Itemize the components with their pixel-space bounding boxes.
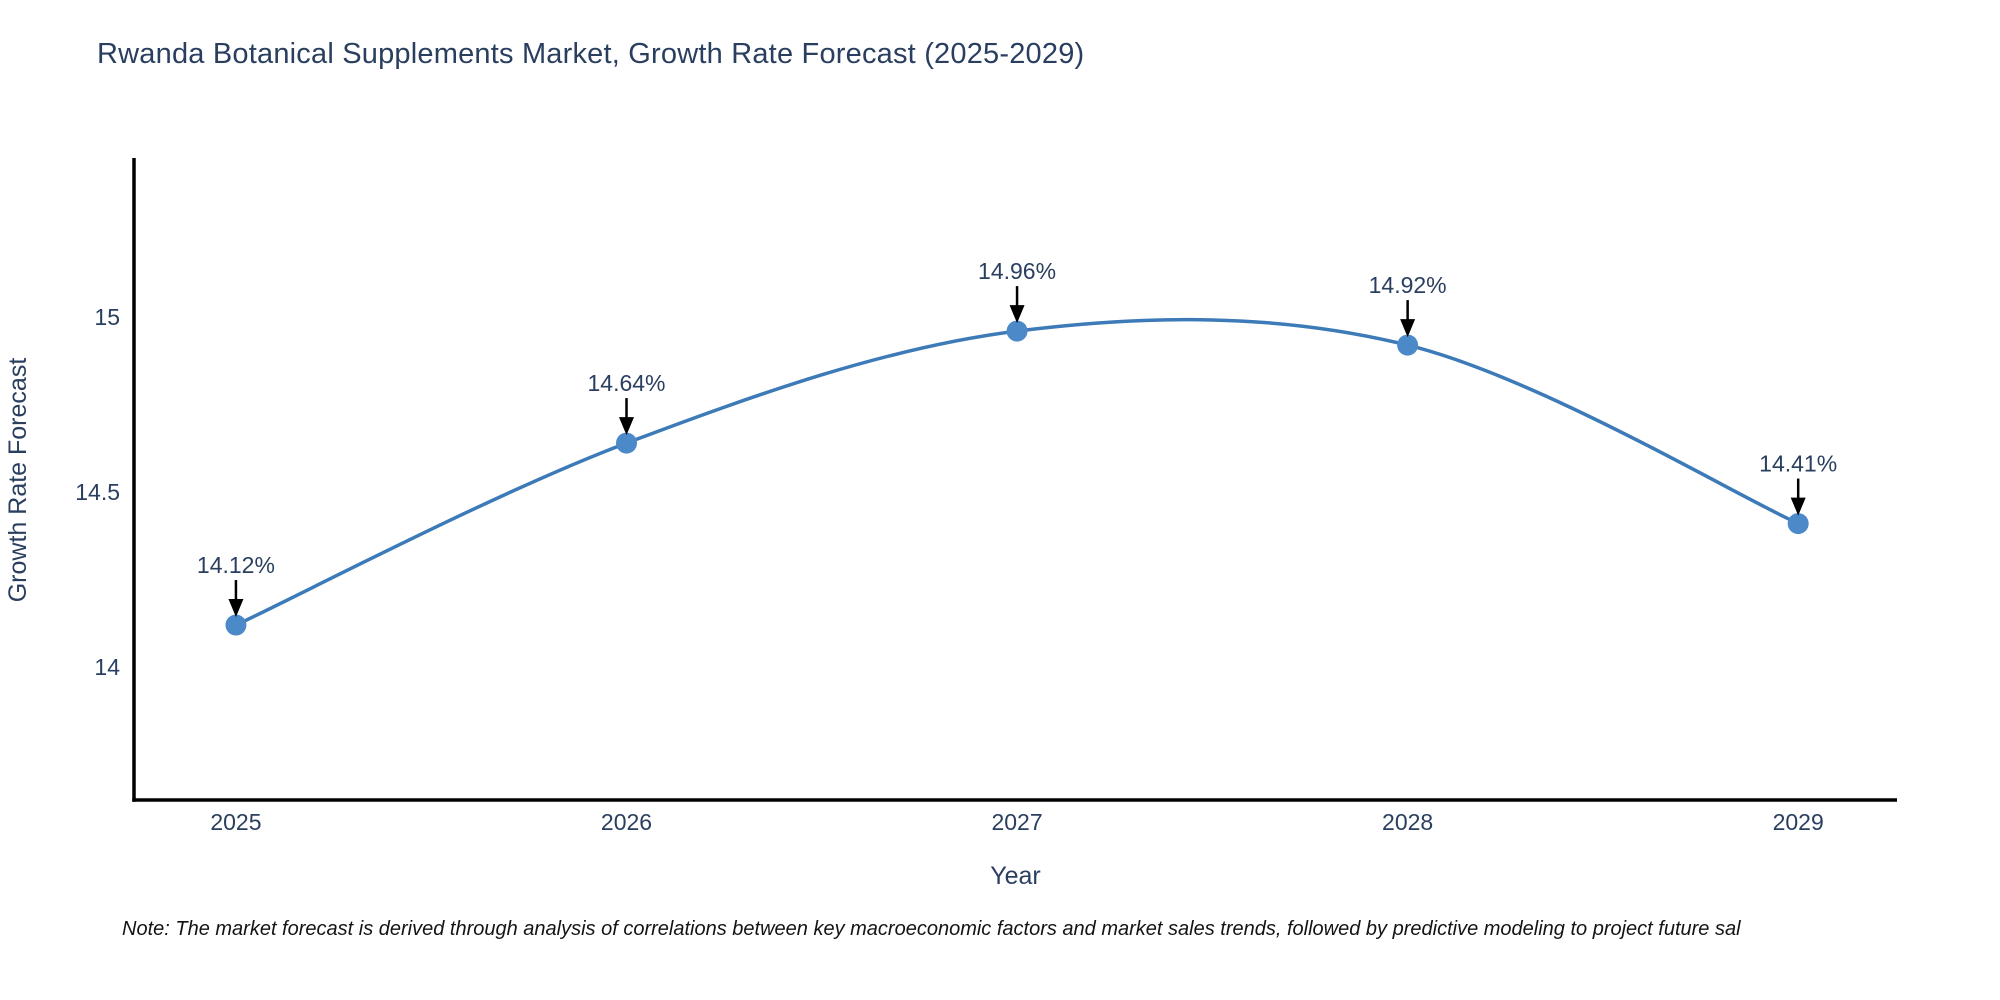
annotation-label: 14.12%	[197, 552, 275, 578]
x-tick-label: 2027	[991, 809, 1042, 835]
annotation-label: 14.96%	[978, 258, 1056, 284]
annotation-arrow-head	[618, 417, 634, 436]
x-tick-label: 2029	[1773, 809, 1824, 835]
x-tick-label: 2025	[210, 809, 261, 835]
x-axis-title: Year	[990, 862, 1041, 890]
series-line	[234, 317, 1800, 627]
annotation-arrow-head	[1400, 319, 1416, 338]
annotation-arrow-head	[228, 599, 244, 618]
y-axis-title: Growth Rate Forecast	[4, 358, 32, 603]
data-point	[615, 432, 637, 454]
data-point	[225, 614, 247, 636]
y-tick-label: 15	[94, 304, 120, 330]
annotation-label: 14.64%	[587, 370, 665, 396]
data-point	[1006, 320, 1028, 342]
footnote: Note: The market forecast is derived thr…	[122, 918, 1741, 940]
annotation-arrow-head	[1009, 305, 1025, 324]
data-point	[1397, 334, 1419, 356]
x-tick-label: 2026	[601, 809, 652, 835]
y-tick-label: 14	[94, 654, 120, 680]
annotation-arrow-head	[1790, 497, 1806, 516]
annotation-label: 14.92%	[1369, 272, 1447, 298]
y-tick-label: 14.5	[75, 479, 120, 505]
growth-rate-line-chart: 14 14.5 15 2025 2026 2027 2028 2029 Year Growth R…	[4, 158, 1897, 890]
x-tick-label: 2028	[1382, 809, 1433, 835]
annotation-label: 14.41%	[1759, 451, 1837, 477]
data-point	[1787, 513, 1809, 535]
chart-title: Rwanda Botanical Supplements Market, Gro…	[97, 38, 1085, 70]
